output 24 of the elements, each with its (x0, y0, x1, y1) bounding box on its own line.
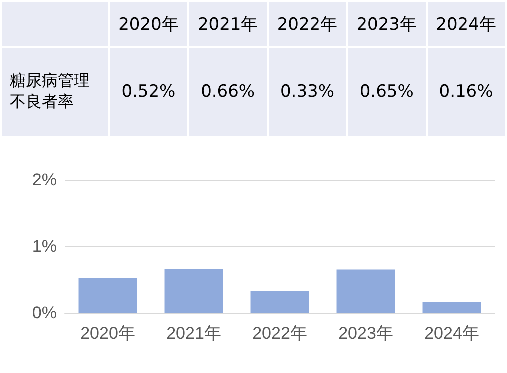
data-label: 0.16% (426, 47, 506, 137)
data-label: 0.33% (268, 47, 348, 137)
category-label: 2024年 (436, 14, 496, 34)
bar (250, 291, 310, 313)
x-tick-label: 2021年 (166, 324, 222, 343)
x-tick-label: 2024年 (424, 324, 480, 343)
category-label: 2022年 (277, 14, 338, 34)
bar (336, 270, 396, 313)
x-tick-label: 2022年 (252, 324, 308, 343)
data-label: 0.65% (347, 47, 427, 137)
category-label: 2020年 (118, 14, 179, 34)
data-label: 0.52% (109, 47, 188, 137)
bar (164, 269, 224, 313)
y-tick-label: 1% (32, 237, 57, 256)
x-tick-label: 2020年 (80, 324, 136, 343)
x-tick-label: 2023年 (338, 324, 394, 343)
bar (78, 278, 138, 313)
text: 糖尿病管理不良者率 (1, 47, 109, 137)
bar (422, 302, 482, 313)
category-label: 2021年 (198, 14, 258, 34)
y-tick-label: 0% (32, 304, 57, 322)
category-label: 2023年 (356, 14, 417, 34)
data-label: 0.66% (188, 47, 268, 137)
y-tick-label: 2% (32, 170, 57, 190)
